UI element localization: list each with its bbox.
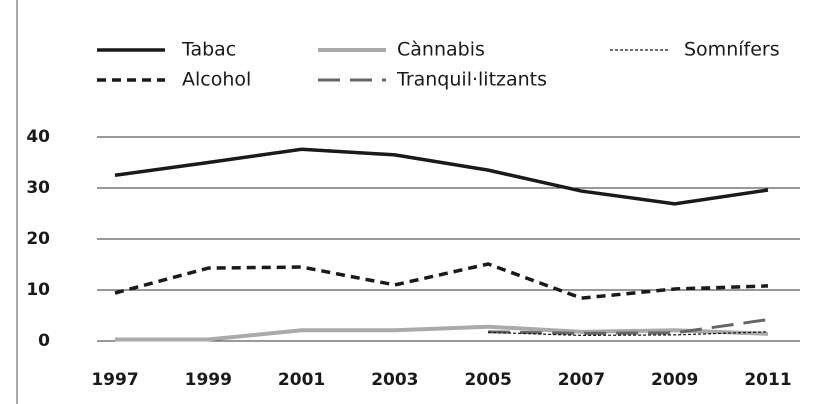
legend-label: Cànnabis	[397, 39, 485, 61]
y-tick-label: 10	[26, 280, 50, 300]
x-tick-label: 1997	[91, 370, 138, 390]
series-line	[114, 147, 769, 206]
x-tick-label: 2005	[464, 370, 511, 390]
series-line	[488, 318, 769, 335]
legend-label: Alcohol	[182, 69, 251, 91]
y-tick-label: 40	[26, 127, 50, 147]
x-tick-label: 2009	[651, 370, 698, 390]
series-line	[488, 331, 769, 337]
series-line	[114, 262, 769, 300]
legend-label: Tabac	[181, 39, 236, 61]
legend-label: Tranquil·litzants	[396, 69, 547, 91]
x-tick-label: 1999	[185, 370, 232, 390]
x-tick-label: 2007	[558, 370, 605, 390]
legend-label: Somnífers	[684, 39, 780, 61]
y-tick-label: 30	[26, 178, 50, 198]
y-tick-label: 20	[26, 229, 50, 249]
series-line	[115, 324, 769, 342]
x-tick-label: 2011	[744, 370, 791, 390]
x-tick-label: 2001	[278, 370, 325, 390]
y-tick-label: 0	[38, 331, 50, 351]
x-tick-label: 2003	[371, 370, 418, 390]
